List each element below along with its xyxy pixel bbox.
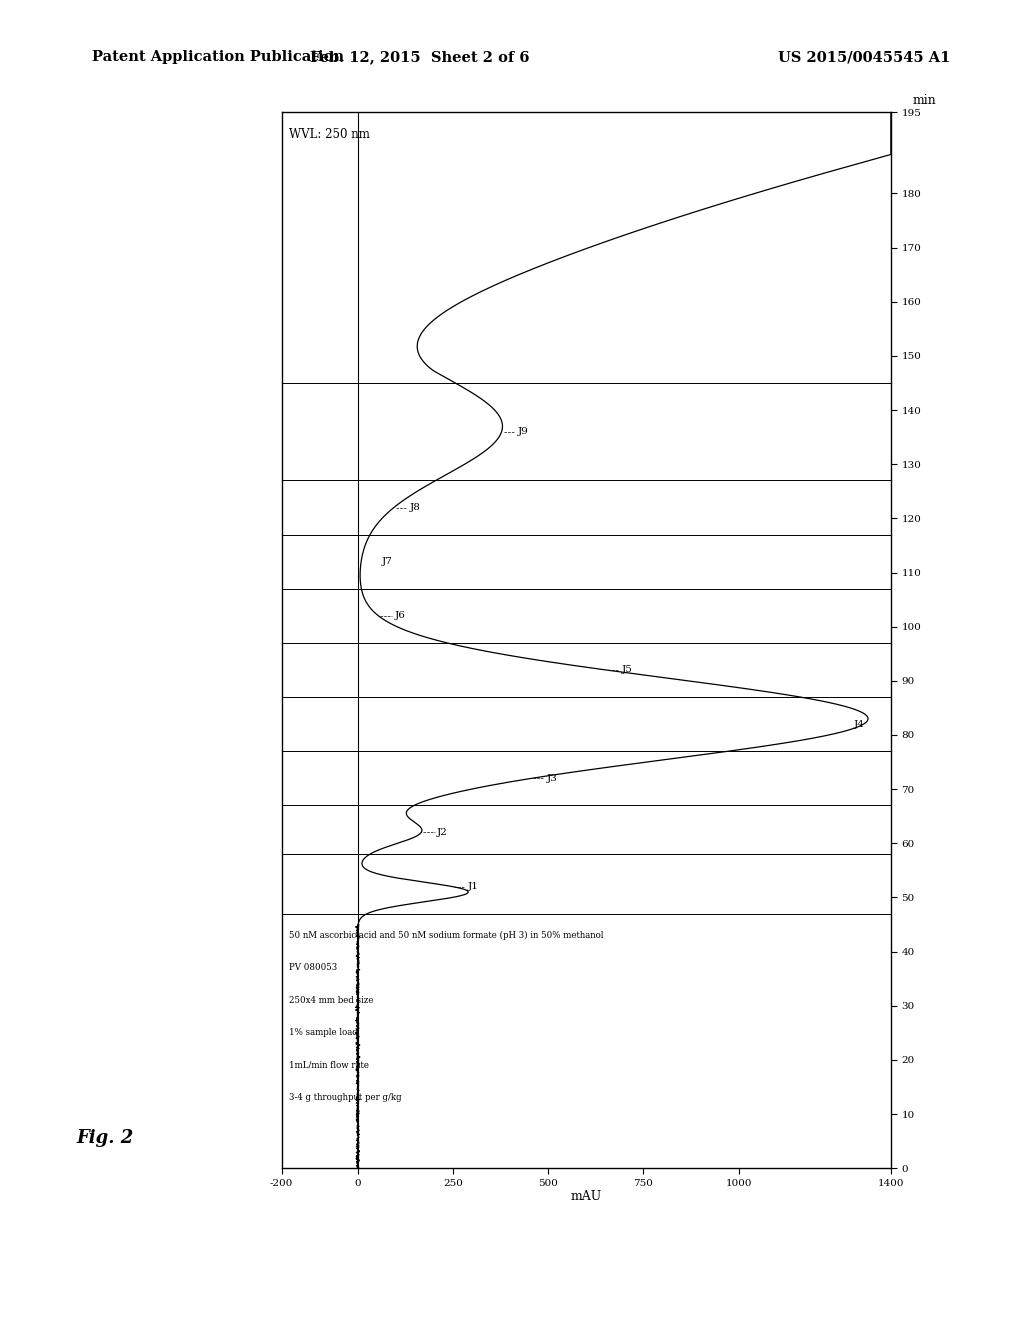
Text: 50 nM ascorbic acid and 50 nM sodium formate (pH 3) in 50% methanol: 50 nM ascorbic acid and 50 nM sodium for… (289, 931, 604, 940)
Text: J8: J8 (410, 503, 421, 512)
Text: J9: J9 (517, 428, 528, 436)
Text: WVL: 250 nm: WVL: 250 nm (289, 128, 370, 141)
Text: J1: J1 (468, 882, 479, 891)
Text: Patent Application Publication: Patent Application Publication (92, 50, 344, 65)
X-axis label: mAU: mAU (570, 1191, 602, 1204)
Text: PV 080053: PV 080053 (289, 964, 337, 973)
Text: J5: J5 (622, 665, 633, 675)
Text: J4: J4 (854, 719, 864, 729)
Text: J3: J3 (547, 774, 558, 783)
Text: Fig. 2: Fig. 2 (77, 1129, 134, 1147)
Text: J7: J7 (381, 557, 392, 566)
Text: J2: J2 (437, 828, 449, 837)
Text: 250x4 mm bed size: 250x4 mm bed size (289, 995, 374, 1005)
Text: J6: J6 (394, 611, 406, 620)
Text: 3-4 g throughput per g/kg: 3-4 g throughput per g/kg (289, 1093, 401, 1102)
Text: Feb. 12, 2015  Sheet 2 of 6: Feb. 12, 2015 Sheet 2 of 6 (310, 50, 529, 65)
Text: 1% sample load: 1% sample load (289, 1028, 358, 1038)
Text: 1mL/min flow rate: 1mL/min flow rate (289, 1061, 370, 1069)
Text: US 2015/0045545 A1: US 2015/0045545 A1 (778, 50, 950, 65)
Y-axis label: min: min (912, 94, 936, 107)
